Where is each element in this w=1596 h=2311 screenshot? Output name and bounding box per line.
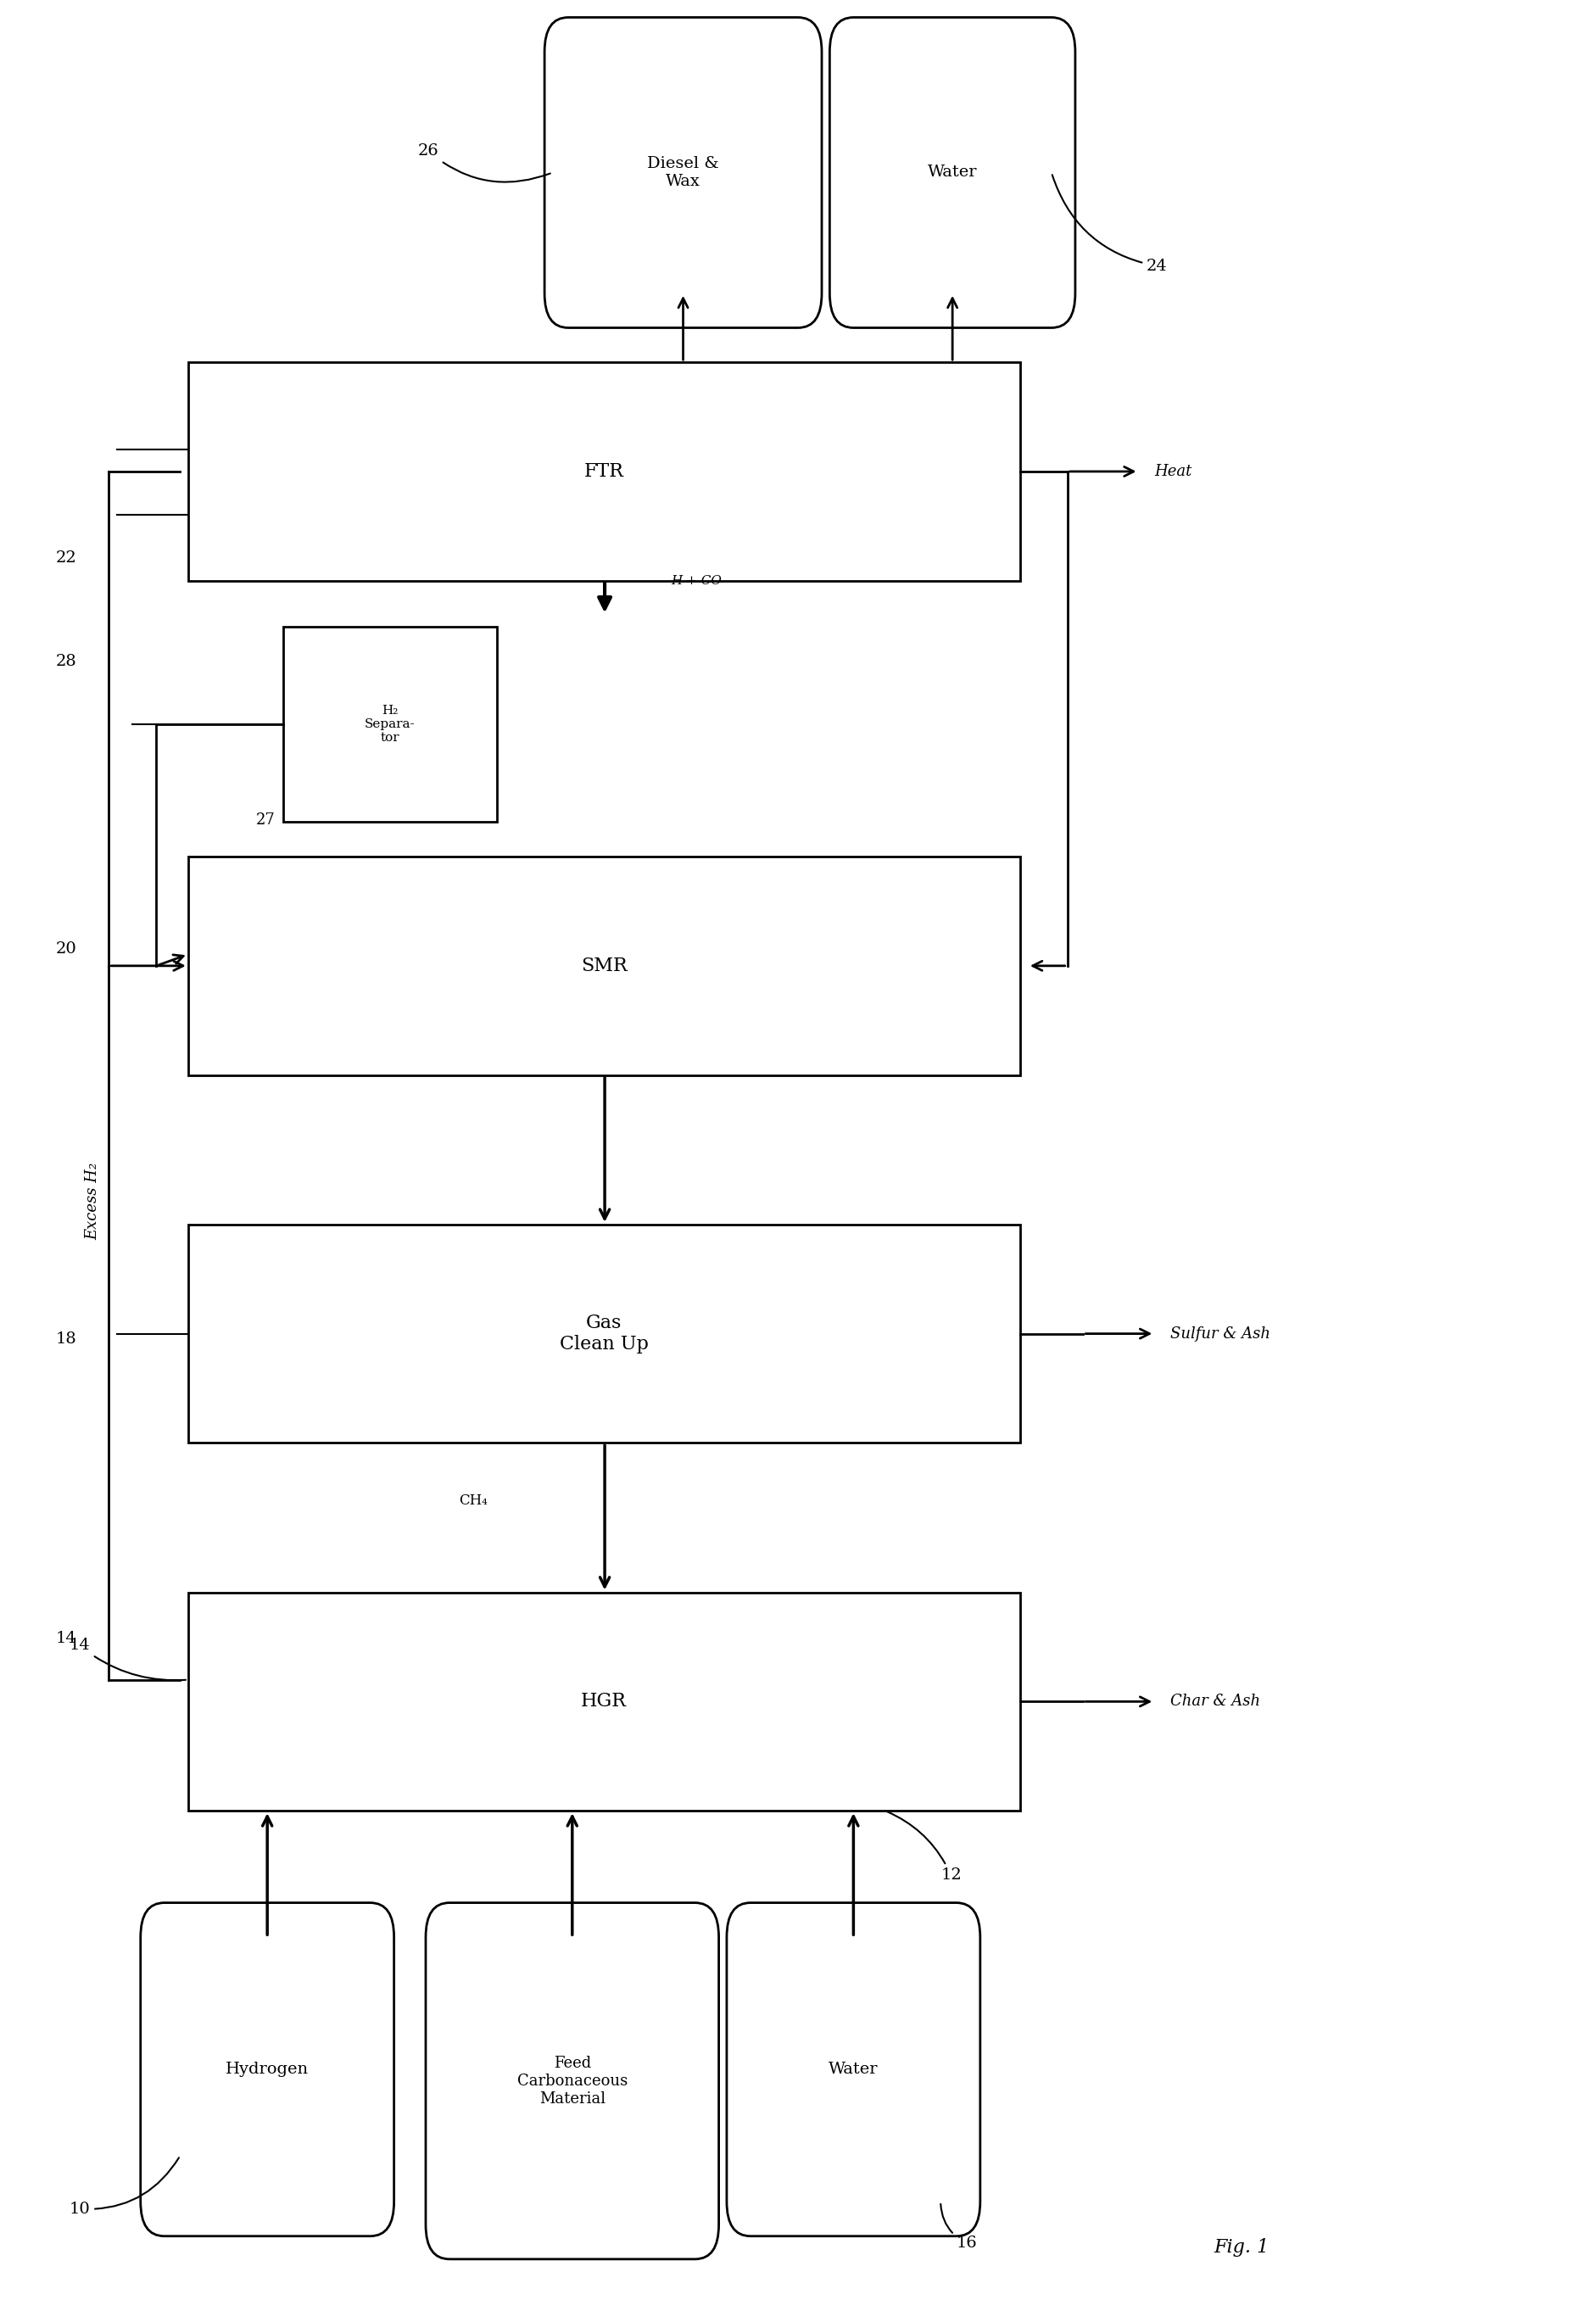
FancyBboxPatch shape (140, 1902, 394, 2237)
Text: Gas
Clean Up: Gas Clean Up (560, 1313, 648, 1354)
Text: Char & Ash: Char & Ash (1170, 1694, 1261, 1710)
Text: FTR: FTR (584, 462, 624, 481)
Text: Heat: Heat (1154, 465, 1192, 478)
Text: HGR: HGR (581, 1692, 627, 1710)
Text: 20: 20 (56, 941, 77, 957)
Text: 27: 27 (255, 811, 275, 827)
FancyBboxPatch shape (426, 1902, 718, 2260)
Text: 10: 10 (69, 2158, 179, 2216)
Text: Diesel &
Wax: Diesel & Wax (648, 157, 720, 190)
Text: 16: 16 (940, 2205, 977, 2251)
FancyBboxPatch shape (830, 18, 1076, 328)
Text: 12: 12 (887, 1812, 961, 1883)
Bar (188, 1225, 1020, 1442)
Text: Water: Water (828, 2061, 878, 2078)
Bar (188, 1592, 1020, 1812)
Text: 14: 14 (56, 1632, 77, 1645)
Text: H + CO: H + CO (672, 575, 721, 587)
Bar (188, 857, 1020, 1075)
Text: 18: 18 (56, 1331, 77, 1347)
Text: Excess H₂: Excess H₂ (86, 1162, 101, 1241)
Text: H₂
Separa-
tor: H₂ Separa- tor (365, 705, 415, 744)
Bar (188, 363, 1020, 580)
Text: Fig. 1: Fig. 1 (1215, 2239, 1269, 2258)
Text: 26: 26 (418, 143, 551, 183)
Text: Feed
Carbonaceous
Material: Feed Carbonaceous Material (517, 2057, 627, 2105)
Text: 22: 22 (56, 550, 77, 566)
Text: CH₄: CH₄ (460, 1493, 488, 1507)
Text: Sulfur & Ash: Sulfur & Ash (1170, 1327, 1270, 1340)
Text: Hydrogen: Hydrogen (225, 2061, 310, 2078)
Bar (282, 626, 496, 823)
Text: SMR: SMR (581, 957, 627, 975)
Text: 14: 14 (69, 1638, 185, 1680)
FancyBboxPatch shape (726, 1902, 980, 2237)
Text: 28: 28 (56, 654, 77, 668)
FancyBboxPatch shape (544, 18, 822, 328)
Text: Water: Water (927, 164, 977, 180)
Text: 24: 24 (1052, 176, 1168, 273)
